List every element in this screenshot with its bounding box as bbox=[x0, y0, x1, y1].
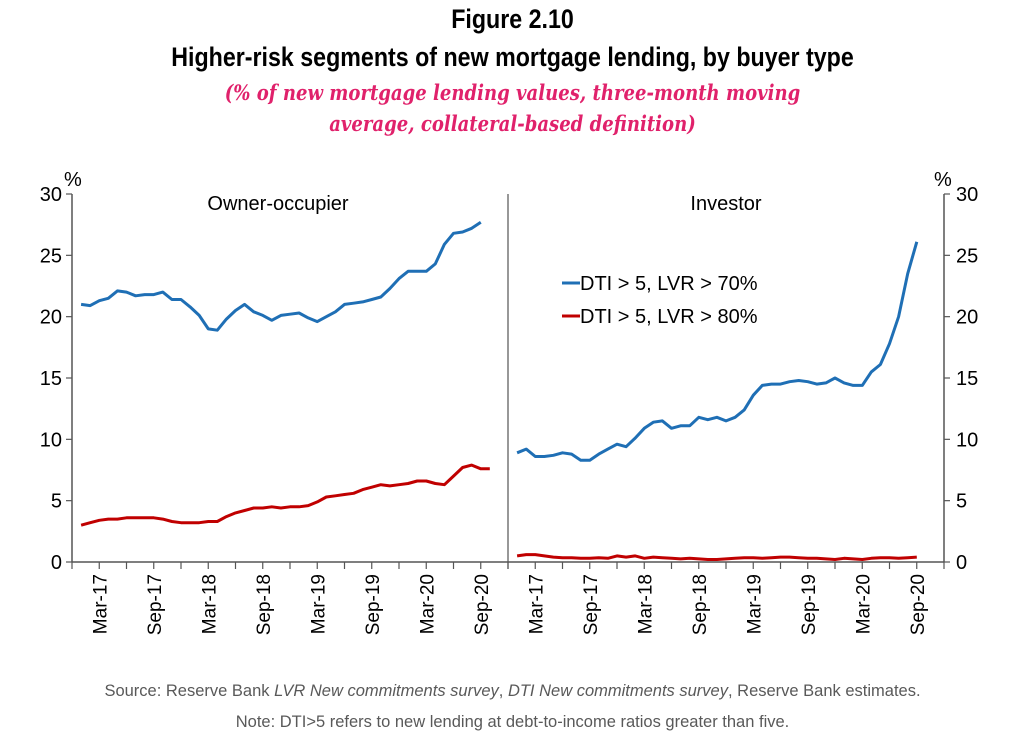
owner-occupier-lvr70-line bbox=[80, 220, 482, 332]
chart-subtitle-line2: average, collateral-based definition) bbox=[329, 111, 696, 136]
x-tick-label: Sep-18 bbox=[254, 574, 275, 635]
figure-number: Figure 2.10 bbox=[451, 4, 574, 34]
owner-occupier-lvr80-line bbox=[80, 463, 490, 527]
y-axis-unit-right: % bbox=[934, 169, 952, 191]
y-tick-label-right: 10 bbox=[956, 429, 978, 451]
source-dti-survey: DTI New commitments survey bbox=[507, 682, 728, 700]
source-note: Source: Reserve Bank LVR New commitments… bbox=[0, 682, 1025, 701]
y-tick-label-left: 0 bbox=[51, 552, 62, 574]
y-tick-label-left: 5 bbox=[51, 491, 62, 513]
legend-label-lvr70: DTI > 5, LVR > 70% bbox=[580, 273, 758, 295]
y-axis-unit-left: % bbox=[64, 169, 82, 191]
y-tick-label-right: 5 bbox=[956, 491, 967, 513]
source-lvr-survey: LVR New commitments survey bbox=[274, 682, 499, 700]
x-tick-label: Mar-18 bbox=[199, 574, 220, 634]
y-tick-label-right: 30 bbox=[956, 184, 978, 206]
x-tick-label: Sep-17 bbox=[145, 574, 166, 635]
y-tick-label-right: 0 bbox=[956, 552, 967, 574]
source-prefix: Source: Reserve Bank bbox=[104, 682, 275, 700]
investor-lvr80-line bbox=[516, 553, 917, 561]
y-tick-label-left: 10 bbox=[40, 429, 62, 451]
x-tick-label: Sep-19 bbox=[799, 574, 820, 635]
y-tick-label-left: 15 bbox=[40, 368, 62, 390]
source-sep: , bbox=[498, 682, 508, 700]
x-tick-label: Mar-19 bbox=[308, 574, 329, 634]
y-tick-label-right: 20 bbox=[956, 307, 978, 329]
y-tick-label-right: 25 bbox=[956, 245, 978, 267]
x-tick-label: Mar-17 bbox=[90, 574, 111, 634]
axes: 0 0 5 5 10 10 15 15 20 20 25 25 30 30 Mar-17 Sep-17 Mar-… bbox=[40, 184, 979, 635]
y-tick-label-left: 25 bbox=[40, 245, 62, 267]
series-layer bbox=[80, 220, 919, 561]
legend: DTI > 5, LVR > 70% DTI > 5, LVR > 80% bbox=[562, 273, 758, 328]
footnote: Note: DTI>5 refers to new lending at deb… bbox=[235, 713, 790, 731]
y-tick-label-left: 20 bbox=[40, 307, 62, 329]
x-tick-label: Sep-20 bbox=[908, 574, 929, 635]
x-tick-label: Mar-20 bbox=[853, 574, 874, 634]
x-tick-label: Sep-18 bbox=[690, 574, 711, 635]
chart-title: Higher-risk segments of new mortgage len… bbox=[171, 42, 854, 72]
x-tick-label: Mar-19 bbox=[744, 574, 765, 634]
chart-svg: 0 0 5 5 10 10 15 15 20 20 25 25 30 30 Mar-17 Sep-17 Mar-… bbox=[40, 169, 979, 635]
chart-subtitle-line1: (% of new mortgage lending values, three… bbox=[224, 80, 801, 105]
x-tick-label: Sep-17 bbox=[581, 574, 602, 635]
legend-label-lvr80: DTI > 5, LVR > 80% bbox=[580, 306, 758, 328]
source-suffix: , Reserve Bank estimates. bbox=[727, 682, 921, 700]
x-tick-label: Sep-20 bbox=[472, 574, 493, 635]
x-tick-label: Mar-20 bbox=[417, 574, 438, 634]
y-tick-label-right: 15 bbox=[956, 368, 978, 390]
x-tick-label: Sep-19 bbox=[363, 574, 384, 635]
x-tick-label: Mar-17 bbox=[526, 574, 547, 634]
investor-lvr70-line bbox=[516, 241, 919, 462]
y-tick-label-left: 30 bbox=[40, 184, 62, 206]
panel-title-investor: Investor bbox=[690, 193, 761, 215]
x-tick-label: Mar-18 bbox=[635, 574, 656, 634]
panel-title-owner-occupier: Owner-occupier bbox=[207, 193, 349, 215]
